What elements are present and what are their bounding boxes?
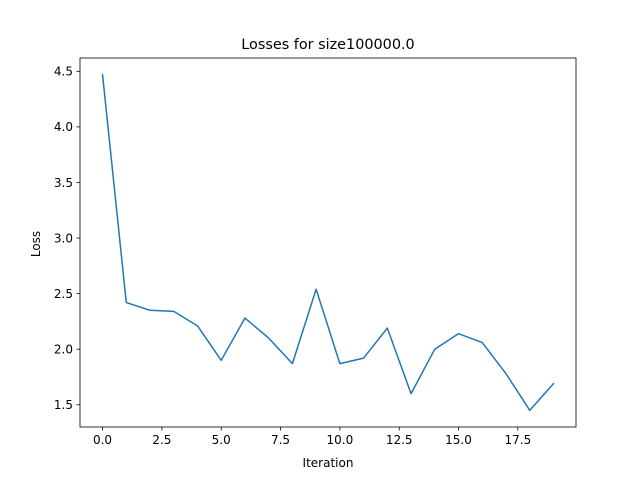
y-tick-label: 4.5 (54, 65, 73, 79)
y-tick-label: 3.5 (54, 176, 73, 190)
y-axis: 1.5 2.0 2.5 3.0 3.5 4.0 4.5 (54, 65, 80, 412)
y-tick-label: 3.0 (54, 231, 73, 245)
x-tick-label: 2.5 (152, 433, 171, 447)
x-tick-label: 0.0 (93, 433, 112, 447)
x-tick-label: 12.5 (386, 433, 413, 447)
chart-title: Losses for size100000.0 (241, 37, 414, 53)
x-axis-label: Iteration (303, 456, 354, 470)
x-tick-label: 10.0 (327, 433, 354, 447)
y-tick-label: 4.0 (54, 120, 73, 134)
axes-frame (79, 57, 577, 428)
x-tick-label: 17.5 (504, 433, 531, 447)
x-axis: 0.0 2.5 5.0 7.5 10.0 12.5 15.0 17.5 (93, 427, 531, 447)
y-axis-label: Loss (29, 231, 43, 257)
y-tick-label: 2.5 (54, 287, 73, 301)
loss-series-line (101, 73, 555, 412)
x-tick-label: 5.0 (212, 433, 231, 447)
plot-area (79, 57, 577, 428)
y-tick-label: 1.5 (54, 398, 73, 412)
x-tick-label: 7.5 (271, 433, 290, 447)
y-tick-label: 2.0 (54, 342, 73, 356)
x-tick-label: 15.0 (445, 433, 472, 447)
